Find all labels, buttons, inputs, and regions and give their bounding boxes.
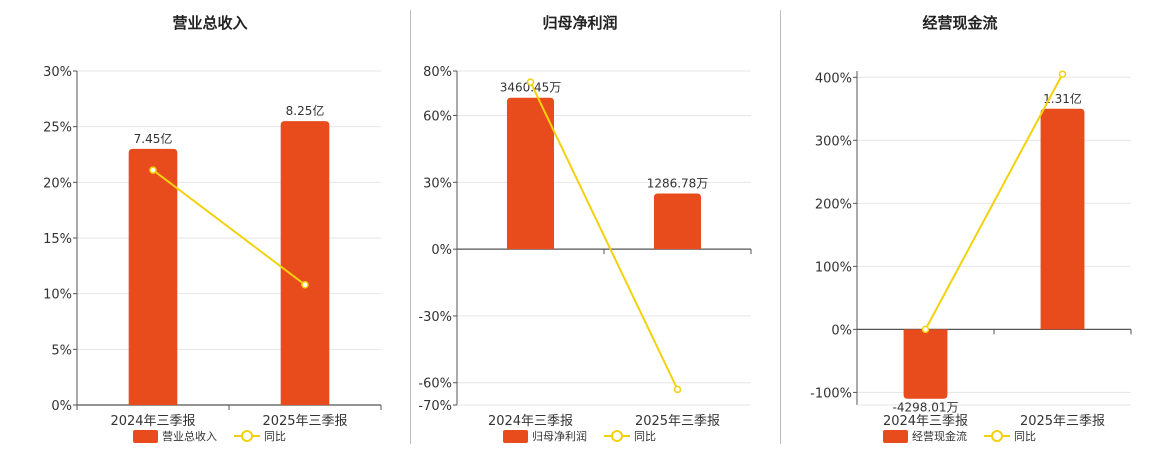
yoy-point	[301, 281, 309, 289]
chart-panel-cash-flow: 经营现金流 -100% 0% 100% 200% 300% 400% 2024年三季报 2025…	[781, 0, 1160, 450]
yoy-point	[526, 78, 535, 86]
legend-swatch-bar	[883, 430, 908, 443]
y-tick-label: 0%	[431, 243, 452, 258]
legend-swatch-marker	[611, 430, 623, 442]
y-tick-label: -60%	[418, 377, 452, 392]
bar-data-label: 7.45亿	[134, 131, 173, 146]
yoy-line	[924, 73, 1064, 330]
y-tick-label: 20%	[43, 176, 72, 191]
bar-data-label: -4298.01万	[893, 401, 959, 415]
legend-label: 同比	[634, 430, 656, 443]
bar-data-label: 8.25亿	[286, 103, 325, 118]
chart-panel-revenue: 营业总收入 0% 5% 10% 15% 20% 25% 30% 2024年三季报 2025年三季报…	[0, 0, 410, 450]
y-tick-label: 80%	[423, 65, 452, 80]
bar	[903, 329, 948, 399]
y-tick-label: 10%	[43, 288, 72, 303]
legend-swatch-marker	[241, 430, 253, 442]
yoy-point	[149, 166, 157, 174]
y-tick-label: 400%	[815, 71, 852, 86]
yoy-point	[921, 325, 930, 334]
chart-panel-net-profit: 归母净利润 -70% -60% -30% 0% 30% 60% 80% 2024年三季报 2025…	[411, 0, 780, 450]
panel-divider	[410, 10, 411, 444]
x-tick-label: 2025年三季报	[635, 414, 720, 429]
bar	[653, 193, 702, 250]
y-tick-label: -100%	[810, 386, 852, 401]
net-profit-chart: 归母净利润 -70% -60% -30% 0% 30% 60% 80% 2024年三季报 2025…	[418, 14, 752, 443]
bar	[506, 97, 555, 250]
x-tick-label: 2024年三季报	[488, 414, 573, 429]
y-tick-label: 15%	[43, 232, 72, 247]
legend-label: 经营现金流	[912, 429, 967, 443]
legend-label: 同比	[264, 430, 286, 443]
y-tick-label: 200%	[815, 197, 852, 212]
chart-title: 归母净利润	[542, 14, 617, 32]
legend-swatch-bar	[133, 430, 158, 443]
revenue-chart: 营业总收入 0% 5% 10% 15% 20% 25% 30% 2024年三季报 2025年三季报…	[43, 14, 382, 443]
y-tick-label: 30%	[43, 65, 72, 80]
y-tick-label: 25%	[43, 121, 72, 136]
y-tick-label: 300%	[815, 134, 852, 149]
y-tick-label: 60%	[423, 110, 452, 125]
bar-data-label: 3460.45万	[500, 81, 562, 95]
bar	[128, 148, 178, 405]
y-tick-label: 100%	[815, 260, 852, 275]
cash-flow-chart: 经营现金流 -100% 0% 100% 200% 300% 400% 2024年三季报 2025…	[810, 14, 1132, 443]
y-tick-label: 0%	[831, 323, 852, 338]
y-tick-label: -30%	[418, 310, 452, 325]
bar	[1040, 108, 1085, 330]
legend-label: 归母净利润	[532, 429, 587, 443]
yoy-point	[673, 385, 682, 394]
chart-title: 经营现金流	[922, 14, 997, 32]
legend-label: 同比	[1014, 430, 1036, 443]
y-tick-label: 30%	[423, 176, 452, 191]
legend-label: 营业总收入	[162, 429, 217, 443]
bar-data-label: 1286.78万	[647, 176, 709, 190]
bar-data-label: 1.31亿	[1043, 91, 1082, 106]
yoy-line	[152, 169, 306, 286]
y-tick-label: -70%	[418, 399, 452, 414]
legend-swatch-bar	[503, 430, 528, 443]
x-tick-label: 2024年三季报	[110, 414, 195, 429]
y-tick-label: 0%	[51, 399, 72, 414]
legend-swatch-marker	[991, 430, 1003, 442]
x-tick-label: 2025年三季报	[1020, 414, 1105, 429]
chart-title: 营业总收入	[172, 14, 247, 32]
yoy-line	[529, 81, 679, 390]
x-tick-label: 2024年三季报	[883, 414, 968, 429]
panel-divider	[780, 10, 781, 444]
y-tick-label: 5%	[51, 343, 72, 358]
bar	[280, 121, 330, 405]
x-tick-label: 2025年三季报	[262, 414, 347, 429]
yoy-point	[1058, 70, 1067, 78]
